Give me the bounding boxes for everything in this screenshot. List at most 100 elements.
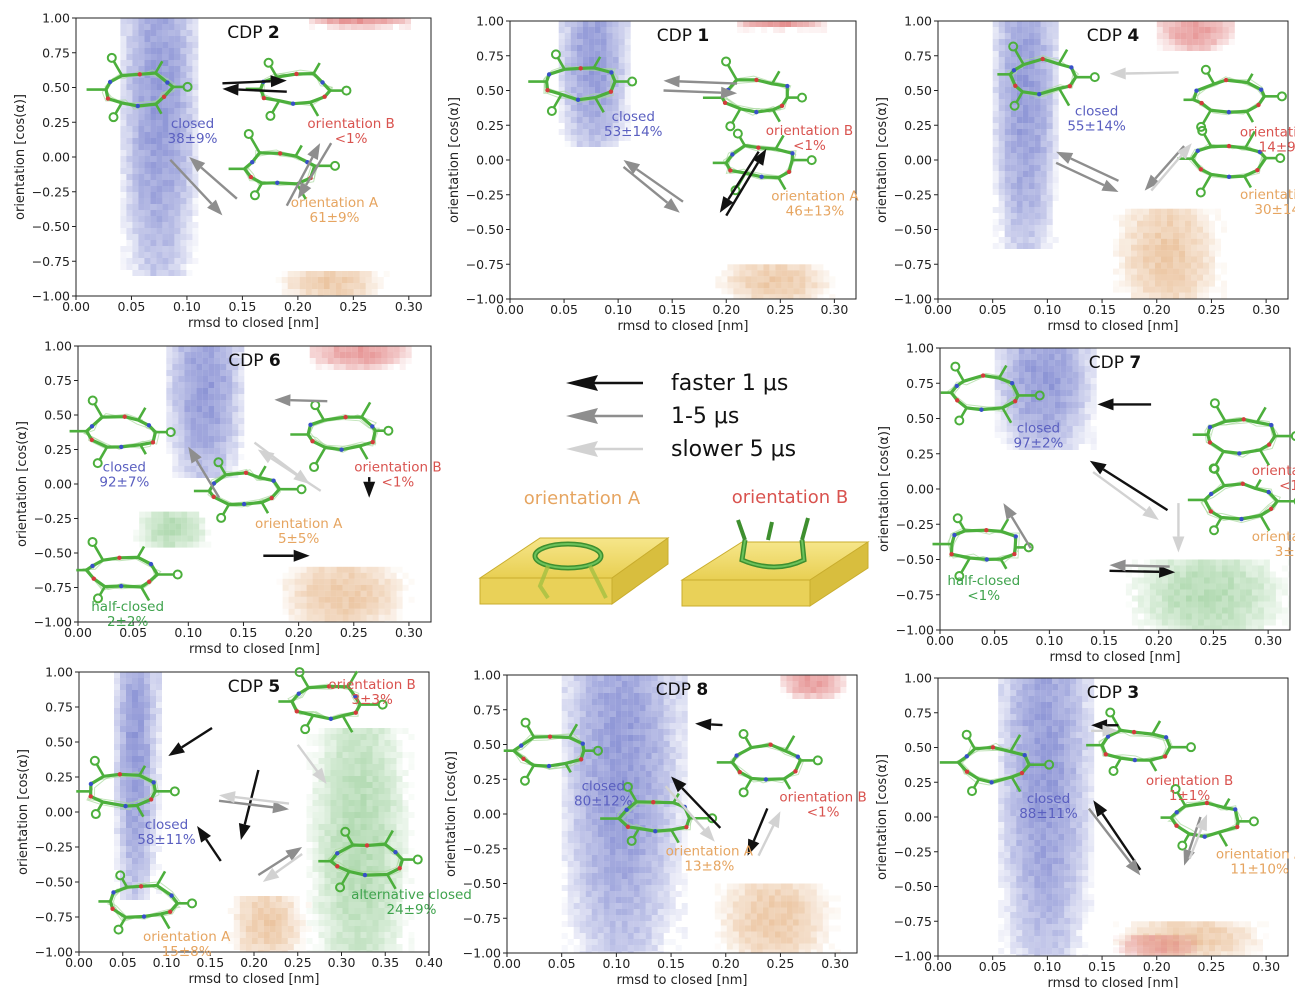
state-name: orientation B bbox=[307, 116, 394, 132]
molecule-half-closed-icon bbox=[76, 536, 183, 604]
state-population: 13±8% bbox=[684, 859, 734, 875]
state-name: half-closed bbox=[947, 573, 1020, 589]
state-label-orientation-B: orientation B3±3% bbox=[328, 677, 415, 708]
y-tick-label: 0.50 bbox=[476, 83, 504, 98]
x-tick-label: 0.10 bbox=[1033, 302, 1061, 317]
panel-title-number: 8 bbox=[696, 680, 708, 700]
state-population: 58±11% bbox=[137, 832, 196, 848]
state-name: orientation B bbox=[1252, 463, 1295, 479]
transition-arrow-faster bbox=[222, 75, 287, 88]
x-tick-label: 0.10 bbox=[153, 955, 181, 970]
state-label-orientation-B: orientation B<1% bbox=[1252, 463, 1295, 494]
legend-arrowhead-medium bbox=[566, 408, 598, 424]
molecule-closed-icon bbox=[997, 41, 1100, 111]
transition-arrow-faster bbox=[263, 549, 310, 562]
y-axis-label-cdp8: orientation [cos(α)] bbox=[444, 751, 459, 877]
state-name: orientation B bbox=[354, 460, 441, 476]
transition-arrow-slower bbox=[1188, 814, 1208, 860]
y-tick-label: 0.50 bbox=[44, 408, 72, 423]
state-name: closed bbox=[1027, 791, 1070, 807]
y-tick-label: −1.00 bbox=[463, 946, 501, 961]
density-closed bbox=[998, 678, 1095, 956]
state-name: closed bbox=[145, 817, 188, 833]
molecule-orientation-A-icon bbox=[1177, 125, 1286, 198]
y-tick-label: −0.50 bbox=[35, 875, 73, 890]
transition-arrow-slower bbox=[1172, 503, 1185, 553]
panel-title-cdp6: CDP 6 bbox=[228, 351, 280, 371]
y-axis-label-cdp1: orientation [cos(α)] bbox=[447, 97, 462, 223]
x-tick-label: 0.15 bbox=[1090, 633, 1118, 648]
transition-arrow-medium bbox=[623, 160, 684, 203]
state-label-orientation-A: orientation A30±14% bbox=[1240, 187, 1295, 218]
x-axis-cdp7: 0.00 0.05 0.10 0.15 0.20 0.25 0.30 bbox=[926, 630, 1282, 648]
transition-arrow-medium bbox=[274, 394, 328, 407]
y-tick-label: 0.25 bbox=[44, 442, 72, 457]
density-orientation-B bbox=[309, 346, 412, 370]
transition-arrow-medium bbox=[1055, 161, 1119, 192]
x-tick-label: 0.10 bbox=[173, 299, 201, 314]
y-tick-label: 0.00 bbox=[904, 153, 932, 168]
y-tick-label: −1.00 bbox=[32, 289, 70, 304]
panel-title-prefix: CDP bbox=[656, 680, 697, 700]
transitions-cdp1 bbox=[622, 75, 767, 217]
transition-arrow-slower bbox=[262, 853, 303, 882]
x-tick-label: 0.25 bbox=[1200, 633, 1228, 648]
y-tick-label: 0.00 bbox=[906, 482, 934, 497]
panel-title-number: 1 bbox=[697, 26, 709, 46]
x-tick-label: 0.10 bbox=[1033, 959, 1061, 974]
density-orientation-A bbox=[714, 883, 841, 953]
transition-arrow-medium bbox=[622, 166, 680, 213]
density-cdp4 bbox=[992, 21, 1235, 299]
x-axis-label-cdp3: rmsd to closed [nm] bbox=[1047, 976, 1178, 988]
state-label-orientation-B: orientation B<1% bbox=[307, 116, 394, 147]
y-tick-label: −0.50 bbox=[34, 546, 72, 561]
x-tick-label: 0.30 bbox=[1252, 959, 1280, 974]
slab-b-side bbox=[809, 541, 869, 607]
x-tick-label: 0.25 bbox=[1198, 959, 1226, 974]
slab-b-front bbox=[681, 579, 811, 607]
y-tick-label: 0.75 bbox=[904, 48, 932, 63]
x-tick-label: 0.20 bbox=[712, 302, 740, 317]
density-orientation-A bbox=[715, 264, 836, 299]
x-tick-label: 0.25 bbox=[284, 955, 312, 970]
state-population: 15±8% bbox=[162, 944, 212, 960]
density-orientation-A bbox=[227, 896, 312, 952]
state-label-orientation-B: orientation B1±1% bbox=[1146, 773, 1233, 804]
x-axis-cdp2: 0.00 0.05 0.10 0.15 0.20 0.25 0.30 bbox=[62, 296, 423, 314]
x-tick-label: 0.20 bbox=[285, 625, 313, 640]
y-tick-label: 0.50 bbox=[904, 740, 932, 755]
y-tick-label: −0.25 bbox=[34, 511, 72, 526]
panel-title-cdp4: CDP 4 bbox=[1087, 26, 1140, 46]
y-tick-label: −0.25 bbox=[463, 841, 501, 856]
slab-a-front bbox=[479, 577, 613, 605]
panel-title-cdp8: CDP 8 bbox=[656, 680, 708, 700]
x-tick-label: 0.25 bbox=[339, 299, 367, 314]
y-tick-label: −1.00 bbox=[35, 945, 73, 960]
panel-title-number: 6 bbox=[269, 351, 281, 371]
state-label-orientation-B: orientation B<1% bbox=[766, 123, 853, 154]
x-tick-label: 0.05 bbox=[548, 956, 576, 971]
state-name: closed bbox=[582, 778, 625, 794]
density-orientation-B bbox=[780, 675, 847, 699]
x-tick-label: 0.15 bbox=[657, 956, 685, 971]
transition-arrow-medium bbox=[663, 75, 738, 88]
transition-arrow-faster bbox=[1097, 398, 1152, 411]
density-closed bbox=[120, 18, 199, 276]
molecule-orientation-A-icon bbox=[193, 457, 307, 523]
y-tick-label: 0.25 bbox=[906, 446, 934, 461]
x-tick-label: 0.05 bbox=[119, 625, 147, 640]
x-axis-label-cdp6: rmsd to closed [nm] bbox=[189, 642, 320, 657]
legend-item-slower: slower 5 μs bbox=[566, 437, 796, 462]
panel-title-cdp5: CDP 5 bbox=[228, 677, 280, 697]
x-tick-label: 0.15 bbox=[1088, 302, 1116, 317]
state-name: orientation A bbox=[1252, 529, 1295, 545]
x-axis-cdp4: 0.00 0.05 0.10 0.15 0.20 0.25 0.30 bbox=[924, 299, 1280, 317]
density-orientation-A bbox=[275, 271, 390, 296]
x-tick-label: 0.20 bbox=[1143, 959, 1171, 974]
x-tick-label: 0.25 bbox=[1198, 302, 1226, 317]
y-tick-label: 0.00 bbox=[42, 150, 70, 165]
y-tick-label: 0.00 bbox=[44, 477, 72, 492]
panel-title-number: 5 bbox=[268, 677, 280, 697]
y-tick-label: −1.00 bbox=[896, 623, 934, 638]
